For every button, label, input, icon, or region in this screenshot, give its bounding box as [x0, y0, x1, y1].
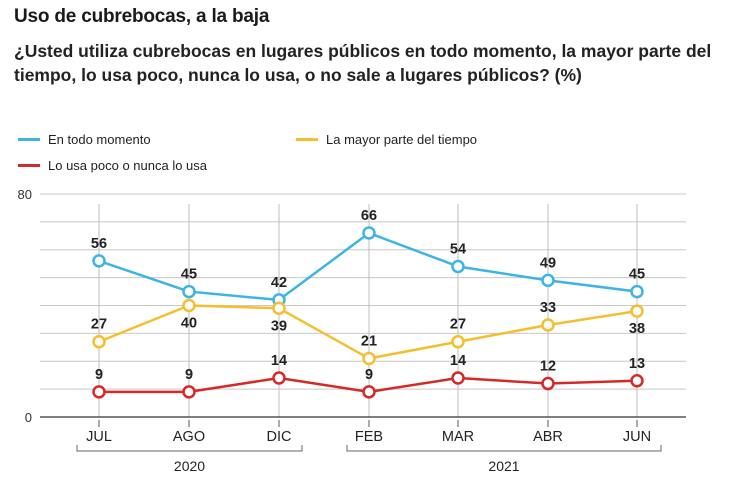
year-bracket	[76, 445, 303, 452]
data-point	[451, 371, 465, 385]
data-label: 45	[181, 267, 197, 283]
data-point	[182, 385, 196, 399]
data-point	[272, 371, 286, 385]
data-point	[182, 284, 196, 299]
legend-label: Lo usa poco o nunca lo usa	[48, 158, 208, 173]
data-label: 54	[450, 241, 466, 257]
x-tick-label: JUN	[623, 429, 651, 445]
legend-swatch-mayor-parte	[296, 138, 318, 141]
data-label: 21	[361, 333, 377, 349]
data-label: 45	[629, 267, 645, 283]
y-tick-label: 0	[25, 410, 32, 425]
x-tick-label: FEB	[355, 429, 383, 445]
data-label: 27	[450, 317, 466, 333]
legend-item-poco-nunca: Lo usa poco o nunca lo usa	[18, 158, 207, 173]
data-point	[630, 374, 644, 388]
data-label: 9	[95, 367, 103, 383]
data-label: 14	[271, 353, 287, 369]
data-point	[272, 301, 286, 316]
data-point	[182, 298, 196, 313]
data-label: 13	[629, 356, 645, 372]
legend-label: En todo momento	[48, 132, 151, 147]
year-label: 2021	[488, 458, 519, 474]
data-point	[92, 334, 106, 349]
data-label: 56	[91, 236, 107, 252]
x-tick-label: ABR	[533, 429, 563, 445]
data-label: 14	[450, 353, 466, 369]
data-label: 12	[540, 359, 556, 375]
legend-label: La mayor parte del tiempo	[326, 132, 478, 147]
legend-swatch-poco-nunca	[18, 164, 40, 167]
data-label: 38	[629, 321, 645, 337]
chart-title: Uso de cubrebocas, a la baja	[14, 6, 270, 27]
x-tick-label: AGO	[173, 429, 205, 445]
y-tick-label: 80	[18, 187, 32, 202]
data-point	[451, 334, 465, 349]
data-point	[541, 318, 555, 332]
data-point	[630, 304, 644, 318]
x-tick-label: JUL	[86, 429, 112, 445]
data-point	[541, 273, 555, 288]
data-label: 49	[540, 255, 556, 271]
data-label: 66	[361, 208, 377, 224]
x-tick-label: MAR	[442, 429, 474, 445]
series-line	[98, 304, 638, 360]
data-point	[630, 284, 644, 299]
data-label: 42	[271, 275, 287, 291]
data-point	[362, 351, 376, 366]
data-point	[362, 226, 376, 240]
chart-subtitle: ¿Usted utiliza cubrebocas en lugares púb…	[14, 41, 712, 85]
legend-swatch-en-todo-momento	[18, 138, 40, 141]
data-point	[541, 376, 555, 391]
year-bracket	[346, 445, 662, 452]
series-line	[98, 231, 638, 302]
legend-item-en-todo-momento: En todo momento	[18, 132, 151, 147]
data-label: 40	[181, 316, 197, 332]
data-point	[92, 254, 106, 268]
data-label: 9	[185, 367, 193, 383]
data-point	[92, 385, 106, 399]
year-label: 2020	[174, 458, 205, 474]
data-label: 33	[540, 300, 556, 316]
x-tick-label: DIC	[267, 429, 292, 445]
data-label: 39	[271, 318, 287, 334]
data-label: 9	[365, 367, 373, 383]
data-point	[451, 259, 465, 274]
legend-item-mayor-parte: La mayor parte del tiempo	[296, 132, 477, 147]
data-point	[362, 385, 376, 399]
data-label: 27	[91, 317, 107, 333]
